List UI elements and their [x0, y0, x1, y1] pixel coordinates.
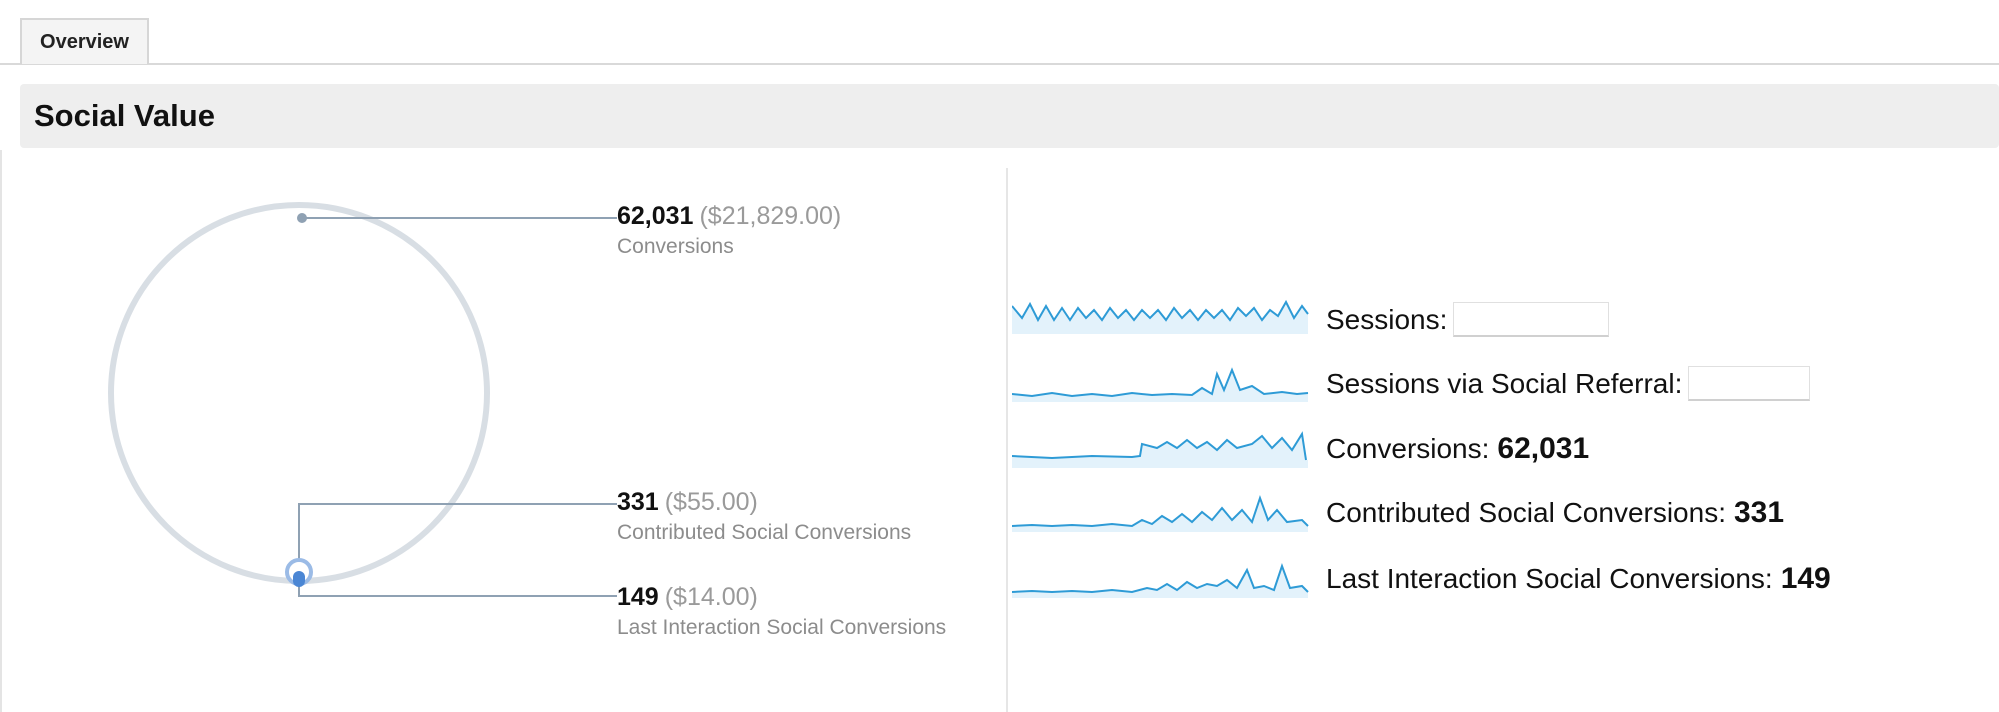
flow-metric-contributed: 331 ($55.00) Contributed Social Conversio… — [617, 488, 911, 545]
last-interaction-sparkline — [1012, 562, 1309, 598]
metric-label: Conversions — [617, 235, 734, 258]
metric-label: Last Interaction Social Conversions: — [1326, 563, 1773, 594]
metric-label: Conversions: — [1326, 433, 1490, 464]
social-marker — [293, 571, 305, 587]
metric-value: 331 — [617, 488, 659, 516]
tab-bar-divider — [0, 63, 1999, 65]
metric-value: 149 — [617, 583, 659, 611]
last-interaction-connector — [298, 580, 617, 597]
metric-money: ($21,829.00) — [699, 202, 842, 230]
metric-text: Sessions: — [1326, 302, 1610, 337]
metric-value: 62,031 — [617, 202, 694, 230]
metric-label: Contributed Social Conversions — [617, 521, 912, 544]
redacted-value — [1688, 366, 1811, 401]
metric-label: Sessions: — [1326, 303, 1448, 335]
social-sessions-sparkline — [1012, 367, 1309, 402]
section-title: Social Value — [34, 98, 215, 133]
panel-left-border — [0, 150, 2, 712]
metric-value: 149 — [1780, 562, 1831, 595]
metric-text: Conversions: 62,031 — [1326, 432, 1589, 466]
metric-label: Contributed Social Conversions: — [1326, 497, 1726, 528]
section-header: Social Value — [20, 84, 1999, 148]
metric-text: Last Interaction Social Conversions: 149 — [1326, 562, 1831, 596]
conversions-sparkline — [1012, 431, 1308, 468]
metric-text: Contributed Social Conversions: 331 — [1326, 496, 1784, 530]
tab-overview[interactable]: Overview — [20, 18, 149, 64]
metric-money: ($14.00) — [664, 583, 758, 611]
metric-label: Last Interaction Social Conversions — [617, 616, 947, 639]
metric-label: Sessions via Social Referral: — [1326, 367, 1683, 399]
redacted-value — [1453, 302, 1610, 337]
metric-text: Sessions via Social Referral: — [1326, 366, 1811, 401]
metric-value: 331 — [1733, 496, 1785, 529]
contributed-connector — [298, 503, 617, 572]
flow-metric-conversions: 62,031 ($21,829.00) Conversions — [617, 202, 841, 259]
sessions-sparkline — [1012, 299, 1309, 334]
tab-bar: Overview — [0, 0, 1999, 66]
metric-money: ($55.00) — [664, 488, 758, 516]
flow-metric-last-interaction: 149 ($14.00) Last Interaction Social Conv… — [617, 583, 946, 640]
contributed-sparkline — [1012, 494, 1309, 532]
panel-divider — [1006, 168, 1008, 712]
conversions-point — [297, 213, 307, 223]
metric-value: 62,031 — [1497, 432, 1590, 465]
conversion-flow-diagram — [108, 202, 617, 597]
